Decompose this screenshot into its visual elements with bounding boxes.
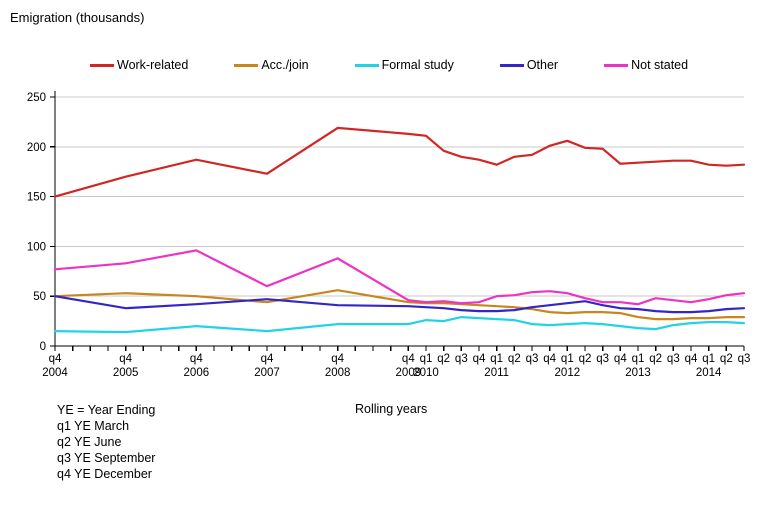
x-tick-label-quarter: q3 <box>667 353 680 365</box>
x-tick-label-quarter: q2 <box>579 353 592 365</box>
x-tick-label-year: 2008 <box>325 367 351 379</box>
x-tick-label-quarter: q1 <box>632 353 645 365</box>
series-line-work-related <box>53 126 746 198</box>
y-tick-label: 0 <box>40 341 46 353</box>
x-tick-label-quarter: q3 <box>526 353 539 365</box>
legend-item-formal-study: Formal study <box>354 58 454 72</box>
x-axis-note: Rolling years <box>355 402 428 416</box>
y-tick-label: 50 <box>33 291 46 303</box>
x-tick-label-quarter: q1 <box>420 353 433 365</box>
x-tick-label-year: 2006 <box>184 367 210 379</box>
legend-swatch-other <box>499 63 524 67</box>
x-tick-label-quarter: q4 <box>614 353 627 365</box>
legend-item-acc-join: Acc./join <box>234 58 309 72</box>
legend-item-work-related: Work-related <box>90 58 188 72</box>
series-line-not-stated <box>53 249 746 306</box>
x-tick-label-quarter: q4 <box>119 353 132 365</box>
series-line-other <box>53 295 746 314</box>
footnote-q1: q1 YE March <box>57 419 130 433</box>
x-tick-label-quarter: q4 <box>49 353 62 365</box>
legend-item-not-stated: Not stated <box>604 58 688 72</box>
footnote-q4: q4 YE December <box>57 467 152 481</box>
y-tick-label: 100 <box>27 241 46 253</box>
x-tick-label-quarter: q2 <box>508 353 521 365</box>
legend-label: Not stated <box>631 58 689 72</box>
legend-label: Work-related <box>117 58 189 72</box>
x-tick-label-year: 2014 <box>696 367 722 379</box>
x-tick-label-quarter: q4 <box>190 353 203 365</box>
series-line-acc-join <box>53 289 746 321</box>
y-tick-label: 150 <box>27 192 46 204</box>
x-tick-label-quarter: q3 <box>596 353 609 365</box>
x-tick-label-quarter: q2 <box>437 353 450 365</box>
chart-title: Emigration (thousands) <box>10 10 145 25</box>
x-tick-label-year: 2005 <box>113 367 139 379</box>
y-tick-label: 200 <box>27 142 46 154</box>
footnote-ye-definition: YE = Year Ending <box>57 403 156 417</box>
legend-swatch-acc-join <box>234 63 259 67</box>
x-tick-label-quarter: q4 <box>473 353 486 365</box>
x-tick-label-year: 2007 <box>254 367 280 379</box>
legend-swatch-formal-study <box>354 63 379 67</box>
x-tick-label-quarter: q1 <box>702 353 715 365</box>
x-tick-label-year: 2011 <box>484 367 509 379</box>
x-tick-label-quarter: q1 <box>490 353 503 365</box>
x-tick-label-quarter: q4 <box>331 353 344 365</box>
legend-swatch-not-stated <box>604 63 629 67</box>
x-tick-label-year: 2012 <box>555 367 581 379</box>
x-tick-label-year: 2010 <box>413 367 439 379</box>
y-tick-label: 250 <box>27 92 46 104</box>
x-tick-label-year: 2013 <box>625 367 651 379</box>
legend-label: Acc./join <box>261 58 309 72</box>
legend: Work-related Acc./join Formal study Other No… <box>90 58 688 72</box>
x-tick-label-quarter: q4 <box>261 353 274 365</box>
x-tick-label-quarter: q1 <box>561 353 574 365</box>
x-tick-label-quarter: q4 <box>543 353 556 365</box>
x-tick-label-year: 2009 <box>396 367 422 379</box>
x-tick-label-quarter: q4 <box>402 353 415 365</box>
x-tick-label-quarter: q4 <box>685 353 698 365</box>
x-tick-label-quarter: q3 <box>738 353 751 365</box>
series-line-formal-study <box>53 315 746 334</box>
x-tick-label-quarter: q3 <box>455 353 468 365</box>
legend-item-other: Other <box>499 58 559 72</box>
x-tick-label-year: 2004 <box>42 367 68 379</box>
legend-label: Formal study <box>381 58 454 72</box>
x-tick-label-quarter: q2 <box>720 353 733 365</box>
legend-swatch-work-related <box>90 63 114 67</box>
legend-label: Other <box>526 58 559 72</box>
footnote-q3: q3 YE September <box>57 451 156 465</box>
footnotes: YE = Year Ending q1 YE March q2 YE June … <box>57 402 155 482</box>
x-tick-label-quarter: q2 <box>649 353 662 365</box>
footnote-q2: q2 YE June <box>57 435 122 449</box>
